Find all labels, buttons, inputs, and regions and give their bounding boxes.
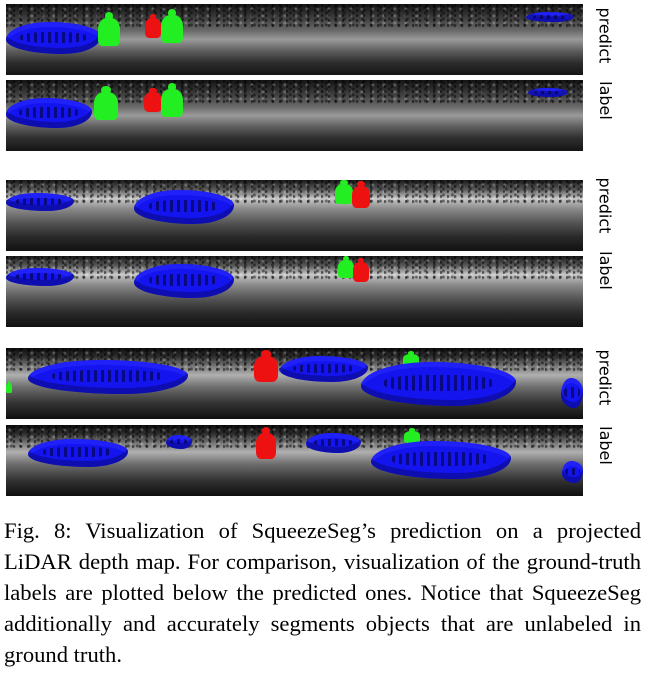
depth-map-label-2: [6, 256, 583, 327]
depth-map-predict-1: [6, 4, 583, 75]
cyclist-segment: [145, 13, 161, 38]
row-label: predict: [590, 342, 620, 413]
car-segment: [134, 264, 234, 298]
pedestrian-segment: [404, 428, 420, 443]
row-label: predict: [590, 170, 620, 241]
depth-map-predict-3: [6, 348, 583, 419]
car-segment: [526, 12, 574, 22]
pedestrian-segment: [94, 85, 118, 120]
car-segment: [28, 360, 188, 394]
row-label: label: [590, 65, 620, 136]
pedestrian-segment: [161, 8, 183, 43]
cyclist-segment: [144, 87, 162, 112]
car-segment: [134, 190, 234, 224]
pedestrian-segment: [338, 256, 354, 278]
row-label-text: label: [595, 251, 615, 290]
depth-map-predict-2: [6, 180, 583, 251]
car-segment: [561, 378, 583, 408]
car-segment: [306, 433, 361, 453]
car-segment: [6, 98, 92, 128]
depth-map-label-3: [6, 425, 583, 496]
row-label: predict: [590, 0, 620, 71]
pedestrian-segment: [161, 82, 183, 117]
car-segment: [528, 88, 568, 97]
car-segment: [361, 362, 516, 406]
car-segment: [371, 441, 511, 479]
figure-caption: Fig. 8: Visualization of SqueezeSeg’s pr…: [4, 518, 641, 667]
car-segment: [166, 435, 192, 449]
cyclist-segment: [353, 257, 369, 282]
row-label-text: label: [595, 81, 615, 120]
car-segment: [6, 268, 74, 286]
car-segment: [280, 356, 368, 382]
car-segment: [6, 22, 101, 54]
row-label-text: label: [595, 426, 615, 465]
row-label-text: predict: [595, 7, 615, 64]
pedestrian-segment: [335, 180, 353, 204]
row-label: label: [590, 410, 620, 481]
pedestrian-segment: [6, 380, 12, 393]
cyclist-segment: [352, 181, 370, 208]
pedestrian-segment: [98, 11, 120, 46]
cyclist-segment: [254, 350, 278, 382]
car-segment: [6, 193, 74, 211]
row-label: label: [590, 235, 620, 306]
cyclist-segment: [256, 427, 276, 459]
car-segment: [562, 461, 583, 483]
depth-map-label-1: [6, 80, 583, 151]
row-label-text: predict: [595, 349, 615, 406]
car-segment: [28, 439, 128, 467]
row-label-text: predict: [595, 177, 615, 234]
